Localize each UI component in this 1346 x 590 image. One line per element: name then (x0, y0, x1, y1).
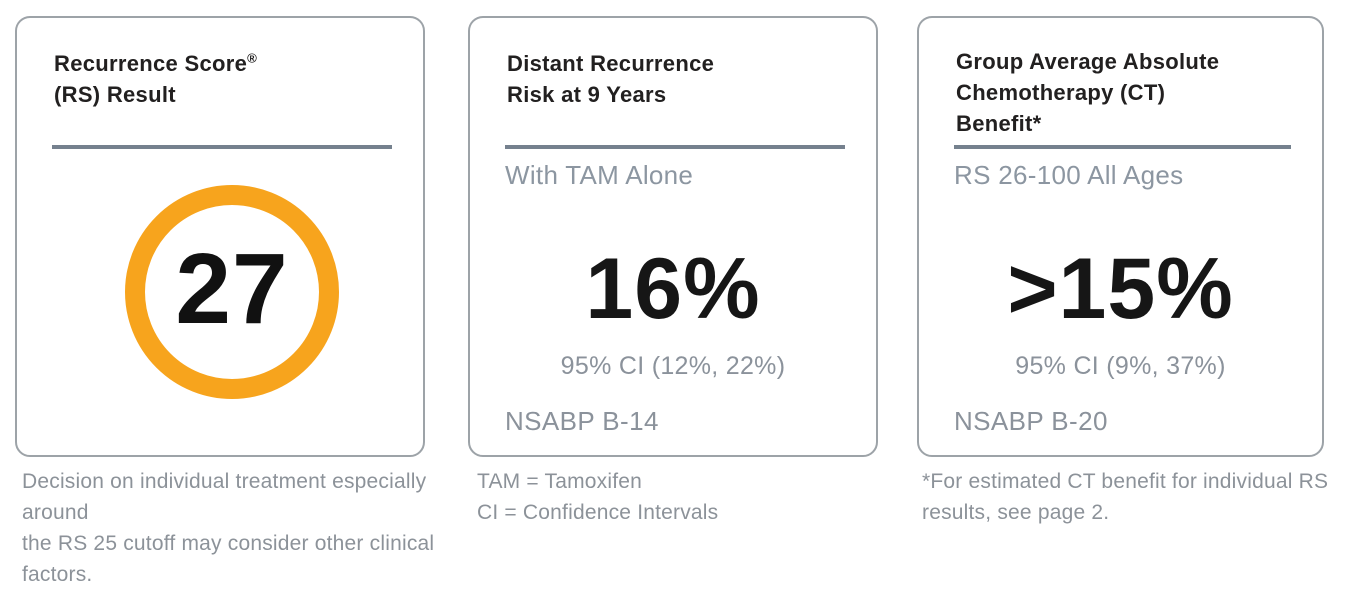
title-line: (RS) Result (54, 82, 176, 107)
recurrence-score-value: 27 (175, 233, 289, 345)
footnote-line: *For estimated CT benefit for individual… (922, 470, 1329, 493)
title-line: Chemotherapy (CT) (956, 80, 1166, 105)
title-line: Recurrence Score® (54, 48, 407, 79)
footnote-line: results, see page 2. (922, 501, 1110, 524)
distant-recurrence-risk-value: 16% (585, 241, 761, 337)
recurrence-score-footnote: Decision on individual treatment especia… (22, 466, 462, 590)
title-text: Recurrence Score (54, 51, 248, 76)
title-line: Risk at 9 Years (507, 82, 667, 107)
recurrence-score-card: Recurrence Score® (RS) Result 27 (15, 16, 425, 457)
distant-recurrence-title: Distant Recurrence Risk at 9 Years (507, 48, 860, 110)
title-line: Group Average Absolute (956, 49, 1220, 74)
confidence-interval: 95% CI (9%, 37%) (1015, 352, 1226, 380)
abbreviations-footnote: TAM = Tamoxifen CI = Confidence Interval… (477, 466, 917, 528)
recurrence-score-title: Recurrence Score® (RS) Result (54, 48, 407, 110)
title-line: Benefit* (956, 111, 1042, 136)
footnote-line: Decision on individual treatment especia… (22, 470, 427, 524)
study-source: NSABP B-14 (505, 406, 659, 436)
confidence-interval: 95% CI (12%, 22%) (560, 352, 786, 380)
treatment-arm-label: With TAM Alone (505, 160, 694, 190)
footnote-line: TAM = Tamoxifen (477, 470, 643, 493)
registered-mark: ® (247, 50, 258, 66)
chemotherapy-benefit-value: >15% (1007, 241, 1234, 337)
chemotherapy-benefit-title: Group Average Absolute Chemotherapy (CT)… (956, 46, 1306, 139)
score-ring: 27 (125, 185, 339, 399)
risk-group-label: RS 26-100 All Ages (954, 160, 1184, 190)
title-divider (954, 145, 1291, 149)
footnote-line: the RS 25 cutoff may consider other clin… (22, 532, 435, 586)
distant-recurrence-card: Distant Recurrence Risk at 9 Years With … (468, 16, 878, 457)
title-divider (52, 145, 392, 149)
study-source: NSABP B-20 (954, 406, 1108, 436)
ct-benefit-footnote: *For estimated CT benefit for individual… (922, 466, 1346, 528)
footnote-line: CI = Confidence Intervals (477, 501, 719, 524)
title-line: Distant Recurrence (507, 51, 715, 76)
title-divider (505, 145, 845, 149)
chemotherapy-benefit-card: Group Average Absolute Chemotherapy (CT)… (917, 16, 1324, 457)
